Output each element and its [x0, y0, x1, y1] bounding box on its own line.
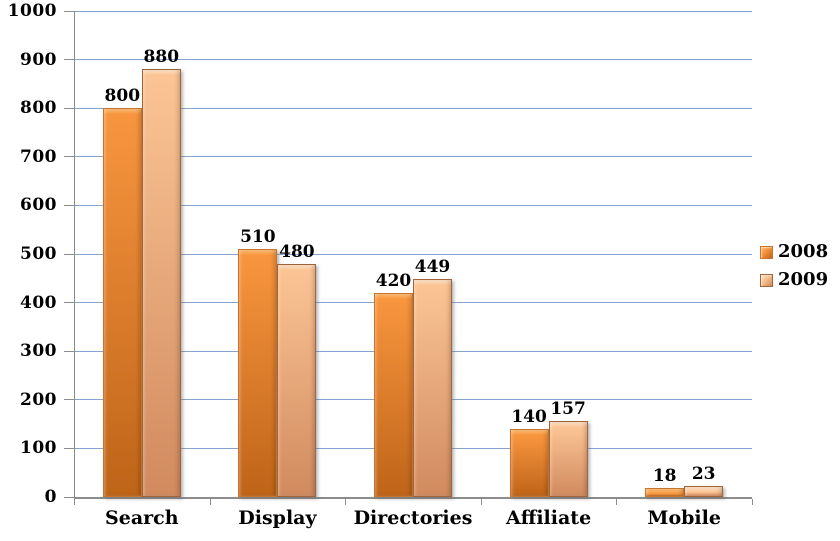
y-axis-label: 100: [20, 438, 57, 459]
gridline: [74, 156, 752, 158]
gridline: [74, 10, 752, 12]
x-axis-tick: [209, 499, 211, 505]
y-axis-label: 300: [20, 341, 57, 362]
bar-2008-display: [238, 249, 278, 497]
legend-label: 2008: [778, 241, 829, 262]
bar-2009-search: [141, 69, 181, 497]
y-axis-label: 200: [20, 389, 57, 410]
category-label: Mobile: [647, 507, 721, 529]
y-axis-tick: [64, 350, 74, 352]
y-axis-tick: [64, 399, 74, 401]
data-label: 800: [104, 86, 141, 107]
y-axis-tick: [64, 10, 74, 12]
legend-item-2008: 2008: [760, 243, 828, 261]
y-axis-tick: [64, 496, 74, 498]
x-axis-tick: [480, 499, 482, 505]
legend-label: 2009: [778, 269, 829, 290]
gridline: [74, 59, 752, 61]
y-axis-tick: [64, 447, 74, 449]
x-axis-tick: [616, 499, 618, 505]
y-axis-label: 700: [20, 146, 57, 167]
bar-2009-display: [277, 263, 317, 497]
data-label: 510: [240, 227, 276, 248]
y-axis-label: 900: [20, 49, 57, 70]
legend: 2008 2009: [760, 243, 828, 299]
category-label: Display: [238, 507, 317, 529]
y-axis-tick: [64, 253, 74, 255]
y-axis-label: 600: [20, 195, 57, 216]
data-label: 480: [279, 241, 315, 262]
x-axis-tick: [345, 499, 347, 505]
legend-item-2009: 2009: [760, 271, 828, 289]
y-axis-tick: [64, 107, 74, 109]
y-axis-tick: [64, 302, 74, 304]
y-axis-label: 1000: [7, 1, 57, 21]
data-label: 420: [375, 270, 412, 291]
data-label: 880: [143, 47, 180, 68]
x-axis-line: [74, 497, 752, 499]
category-label: Directories: [353, 507, 473, 529]
bar-2009-mobile: [684, 485, 724, 497]
gridline: [74, 204, 752, 206]
bar-2008-directories: [374, 292, 413, 497]
bar-2009-directories: [413, 278, 452, 497]
y-axis-tick: [64, 59, 74, 61]
y-axis-label: 400: [20, 292, 57, 313]
y-axis-line: [74, 11, 75, 497]
y-axis-label: 500: [20, 244, 57, 264]
category-label: Affiliate: [506, 507, 592, 529]
data-label: 449: [414, 256, 451, 277]
data-label: 140: [511, 406, 547, 427]
y-axis-label: 0: [44, 487, 57, 507]
data-label: 157: [550, 398, 586, 419]
gridline: [74, 253, 752, 255]
bar-2009-affiliate: [548, 420, 588, 497]
bar-2008-mobile: [645, 488, 685, 497]
legend-swatch-icon: [760, 245, 773, 259]
data-label: 18: [652, 466, 677, 487]
bar-2008-affiliate: [509, 428, 549, 497]
x-axis-tick: [752, 499, 753, 505]
y-axis-tick: [64, 204, 74, 206]
category-label: Search: [105, 507, 179, 529]
gridline: [74, 107, 752, 109]
legend-swatch-icon: [760, 273, 773, 287]
y-axis-label: 800: [20, 98, 57, 119]
x-axis-tick: [74, 499, 75, 505]
bar-2008-search: [102, 108, 142, 497]
y-axis-tick: [64, 156, 74, 158]
data-label: 23: [691, 463, 716, 484]
